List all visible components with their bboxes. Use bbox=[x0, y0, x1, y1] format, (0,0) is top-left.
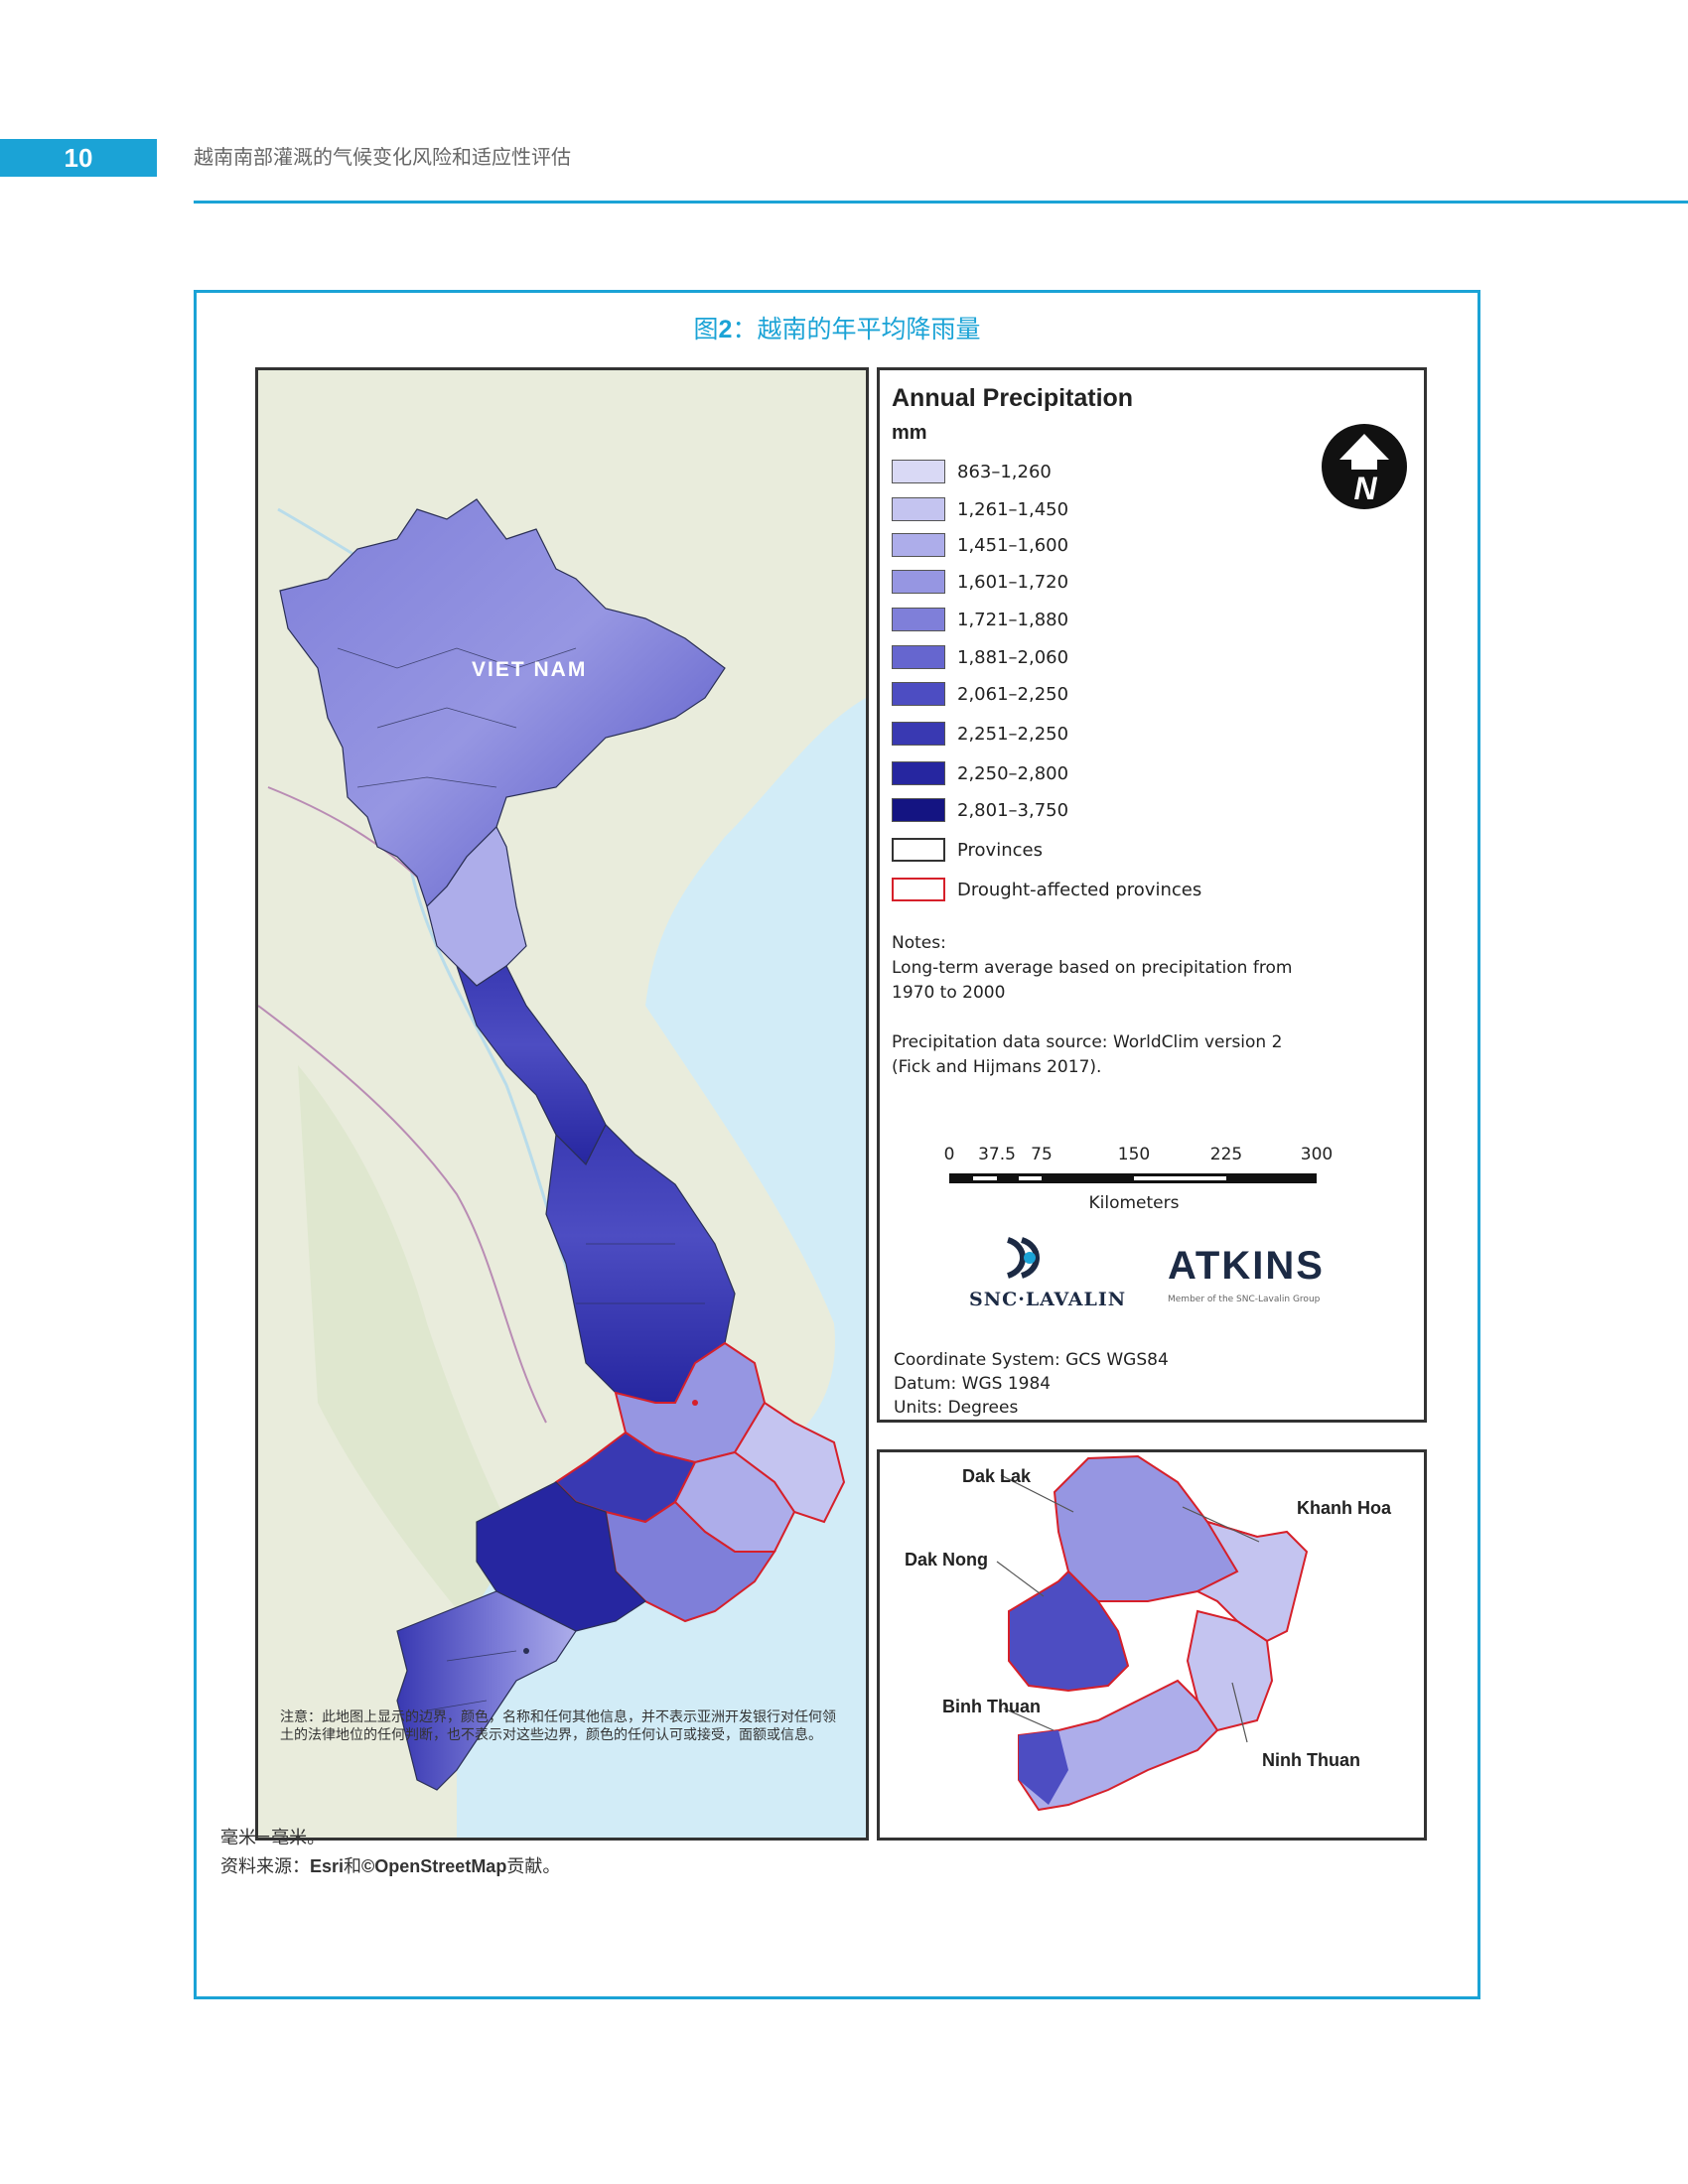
border-line bbox=[258, 1005, 547, 1424]
legend-title: Annual Precipitation bbox=[892, 384, 1134, 412]
legend-label: 1,451–1,600 bbox=[957, 534, 1069, 556]
legend-class-10: 2,801–3,750 bbox=[892, 796, 1068, 824]
leader-line bbox=[1231, 1682, 1248, 1743]
region-mekong-delta bbox=[396, 1590, 577, 1791]
legend-class-8: 2,251–2,250 bbox=[892, 720, 1068, 748]
running-title: 越南南部灌溉的气候变化风险和适应性评估 bbox=[194, 145, 571, 169]
atkins-subtitle: Member of the SNC-Lavalin Group bbox=[1168, 1295, 1321, 1304]
legend-class-5: 1,721–1,880 bbox=[892, 606, 1068, 633]
label-dak-nong: Dak Nong bbox=[905, 1550, 989, 1570]
figure-title: 图2：越南的年平均降雨量 bbox=[693, 315, 981, 343]
legend-class-9: 2,250–2,800 bbox=[892, 759, 1068, 787]
legend-swatch bbox=[892, 798, 945, 822]
label-binh-thuan: Binh Thuan bbox=[942, 1697, 1041, 1716]
scale-tick: 225 bbox=[1210, 1145, 1242, 1164]
legend-swatch bbox=[892, 761, 945, 785]
island bbox=[692, 1400, 698, 1406]
notes: Notes: Long-term average based on precip… bbox=[892, 933, 1293, 1077]
region-north bbox=[279, 498, 726, 908]
coordinate-info: Coordinate System: GCS WGS84 Datum: WGS … bbox=[894, 1350, 1169, 1418]
island bbox=[523, 1648, 529, 1654]
legend-class-2: 1,261–1,450 bbox=[892, 495, 1068, 523]
legend-label: 1,601–1,720 bbox=[957, 571, 1069, 593]
footnote-unit: 毫米=毫米。 bbox=[220, 1828, 326, 1848]
label-khanh-hoa: Khanh Hoa bbox=[1297, 1498, 1392, 1518]
snc-lavalin-logo-icon bbox=[1006, 1237, 1040, 1279]
legend-swatch bbox=[892, 533, 945, 557]
snc-lavalin-logo: SNC·LAVALIN bbox=[969, 1289, 1127, 1310]
legend-class-7: 2,061–2,250 bbox=[892, 680, 1068, 708]
legend-swatch bbox=[892, 497, 945, 521]
legend-box: Annual Precipitation mm N 863–1,260 1,26… bbox=[877, 367, 1427, 1423]
legend-drought: Drought-affected provinces bbox=[892, 876, 1201, 903]
legend-label: 1,261–1,450 bbox=[957, 498, 1069, 520]
inset-dak-nong bbox=[1008, 1570, 1130, 1693]
leader-line bbox=[1000, 1474, 1074, 1513]
legend-label: 2,801–3,750 bbox=[957, 799, 1069, 821]
legend-label: 1,721–1,880 bbox=[957, 609, 1069, 630]
scale-tick: 75 bbox=[1031, 1145, 1053, 1164]
legend-swatch bbox=[892, 460, 945, 483]
legend-label: 2,251–2,250 bbox=[957, 723, 1069, 745]
legend-swatch bbox=[892, 722, 945, 746]
legend-provinces: Provinces bbox=[892, 836, 1043, 864]
logos: SNC·LAVALIN ATKINS Member of the SNC-Lav… bbox=[969, 1234, 1366, 1323]
region-north-central bbox=[426, 825, 527, 987]
legend-swatch-drought bbox=[892, 878, 945, 901]
legend-swatch bbox=[892, 570, 945, 594]
legend-class-6: 1,881–2,060 bbox=[892, 643, 1068, 671]
legend-swatch bbox=[892, 682, 945, 706]
scale-tick: 37.5 bbox=[978, 1145, 1016, 1164]
leader-line bbox=[1003, 1707, 1055, 1731]
vietnam-map-svg bbox=[258, 370, 866, 1838]
inset-map: Dak Lak Khanh Hoa Dak Nong Binh Thuan Ni… bbox=[877, 1449, 1427, 1841]
province-lines bbox=[337, 647, 705, 1711]
neighbour-land bbox=[298, 1065, 516, 1621]
legend-class-4: 1,601–1,720 bbox=[892, 568, 1068, 596]
figure-frame bbox=[194, 290, 1480, 1999]
scale-bar: 0 37.5 75 150 225 300 Kilometers bbox=[939, 1140, 1356, 1223]
inset-ninh-thuan bbox=[1186, 1609, 1274, 1732]
legend-swatch bbox=[892, 645, 945, 669]
legend-label: 2,250–2,800 bbox=[957, 762, 1069, 784]
inset-binh-thuan-shade bbox=[1019, 1730, 1068, 1805]
legend-label: 2,061–2,250 bbox=[957, 683, 1069, 705]
north-arrow-icon: N bbox=[1320, 422, 1409, 515]
inset-khanh-hoa bbox=[1195, 1520, 1309, 1643]
atkins-logo: ATKINS bbox=[1168, 1244, 1325, 1288]
legend-class-1: 863–1,260 bbox=[892, 458, 1052, 485]
label-dak-lak: Dak Lak bbox=[962, 1466, 1032, 1486]
legend-label: 1,881–2,060 bbox=[957, 646, 1069, 668]
scale-unit: Kilometers bbox=[1089, 1193, 1180, 1213]
legend-label: 863–1,260 bbox=[957, 461, 1052, 482]
label-ninh-thuan: Ninh Thuan bbox=[1262, 1750, 1360, 1770]
svg-text:N: N bbox=[1353, 471, 1377, 506]
leader-line bbox=[996, 1561, 1045, 1597]
inset-map-svg bbox=[996, 1454, 1309, 1812]
main-map: VIET NAM 注意：此地图上显示的边界，颜色，名称和任何其他信息，并不表示亚… bbox=[255, 367, 869, 1841]
leader-line bbox=[1182, 1506, 1260, 1543]
legend-label: Drought-affected provinces bbox=[957, 879, 1202, 900]
scale-tick: 0 bbox=[944, 1145, 955, 1164]
page-number: 10 bbox=[0, 139, 157, 177]
scale-tick: 300 bbox=[1301, 1145, 1333, 1164]
map-disclaimer: 注意：此地图上显示的边界，颜色，名称和任何其他信息，并不表示亚洲开发银行对任何领… bbox=[280, 1709, 836, 1743]
legend-swatch bbox=[892, 608, 945, 631]
legend-class-3: 1,451–1,600 bbox=[892, 531, 1068, 559]
border-line bbox=[267, 786, 428, 887]
inset-binh-thuan bbox=[1018, 1679, 1219, 1812]
scale-tick: 150 bbox=[1118, 1145, 1150, 1164]
legend-unit: mm bbox=[892, 422, 927, 444]
header-rule bbox=[194, 201, 1688, 204]
footnote-source: 资料来源：Esri和©OpenStreetMap贡献。 bbox=[220, 1856, 561, 1877]
legend-swatch-provinces bbox=[892, 838, 945, 862]
legend-label: Provinces bbox=[957, 839, 1043, 861]
country-label: VIET NAM bbox=[472, 658, 588, 681]
